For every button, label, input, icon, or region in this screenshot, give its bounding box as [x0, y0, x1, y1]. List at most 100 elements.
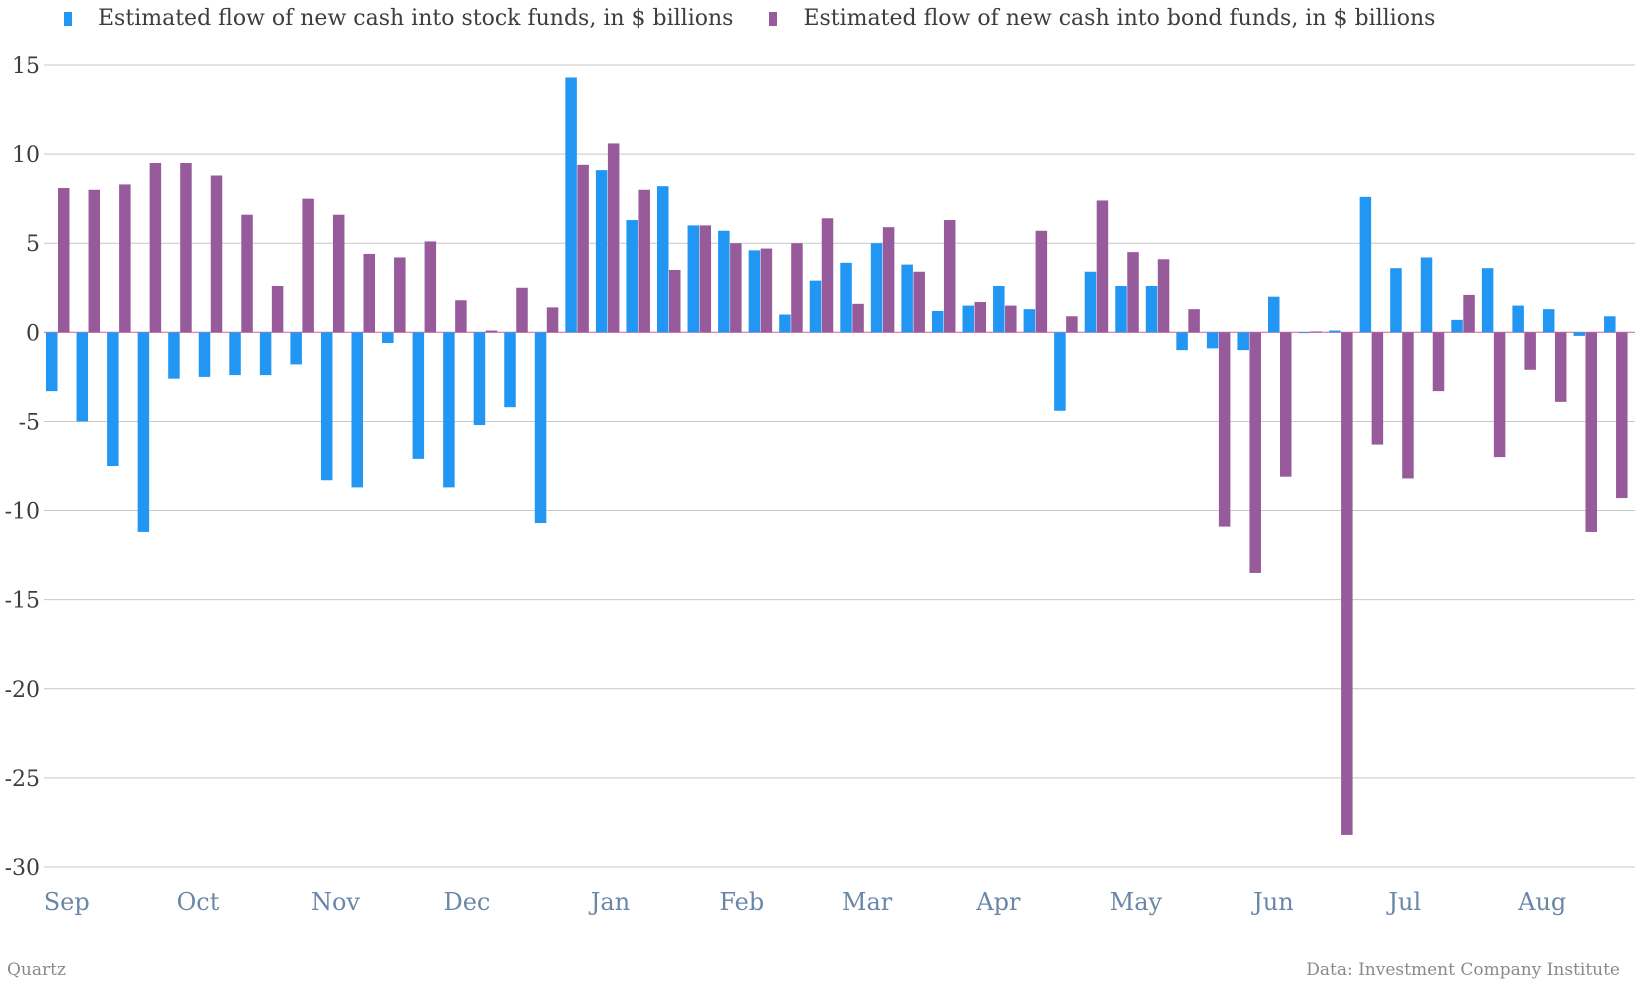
bond-bar-18[interactable]: [607, 143, 620, 333]
stock-bar-12[interactable]: [412, 332, 425, 459]
stock-bar-2[interactable]: [107, 332, 119, 466]
bond-bar-21[interactable]: [699, 225, 712, 333]
bond-bar-2[interactable]: [119, 184, 131, 333]
stock-bar-42[interactable]: [1329, 330, 1341, 333]
stock-bar-44[interactable]: [1390, 268, 1402, 333]
stock-bar-34[interactable]: [1084, 271, 1097, 333]
bond-bar-13[interactable]: [455, 300, 467, 333]
legend-item-bond[interactable]: Estimated flow of new cash into bond fun…: [769, 6, 1435, 31]
bond-bar-38[interactable]: [1218, 332, 1231, 527]
stock-bar-43[interactable]: [1359, 196, 1372, 333]
stock-bar-15[interactable]: [504, 332, 516, 408]
bond-bar-48[interactable]: [1524, 332, 1536, 370]
stock-bar-14[interactable]: [473, 332, 486, 426]
stock-bar-45[interactable]: [1420, 257, 1433, 333]
stock-bar-47[interactable]: [1481, 268, 1494, 333]
bond-bar-22[interactable]: [730, 243, 742, 333]
bond-bar-37[interactable]: [1188, 309, 1200, 333]
stock-bar-38[interactable]: [1206, 332, 1219, 349]
stock-bar-36[interactable]: [1145, 286, 1158, 333]
stock-bar-22[interactable]: [718, 230, 730, 333]
stock-bar-27[interactable]: [870, 243, 883, 333]
stock-bar-48[interactable]: [1512, 305, 1524, 333]
stock-bar-16[interactable]: [534, 332, 547, 524]
stock-bar-11[interactable]: [382, 332, 394, 344]
bond-bar-45[interactable]: [1432, 332, 1445, 392]
bond-bar-7[interactable]: [271, 286, 284, 333]
stock-bar-8[interactable]: [290, 332, 302, 365]
bond-bar-25[interactable]: [821, 218, 834, 333]
stock-bar-26[interactable]: [840, 262, 852, 333]
stock-bar-31[interactable]: [993, 286, 1005, 333]
stock-bar-18[interactable]: [595, 170, 608, 333]
bond-bar-12[interactable]: [424, 241, 437, 333]
legend-item-stock[interactable]: Estimated flow of new cash into stock fu…: [64, 6, 733, 31]
bond-bar-5[interactable]: [210, 175, 223, 333]
bond-bar-44[interactable]: [1402, 332, 1414, 479]
stock-bar-46[interactable]: [1451, 319, 1463, 333]
stock-bar-9[interactable]: [320, 332, 333, 481]
stock-bar-41[interactable]: [1298, 332, 1311, 334]
stock-bar-50[interactable]: [1573, 332, 1586, 336]
stock-bar-4[interactable]: [168, 332, 180, 379]
stock-bar-35[interactable]: [1115, 286, 1127, 333]
stock-bar-33[interactable]: [1054, 332, 1066, 411]
bond-bar-34[interactable]: [1096, 200, 1109, 333]
stock-bar-37[interactable]: [1176, 332, 1188, 351]
bond-bar-41[interactable]: [1310, 331, 1323, 333]
stock-bar-29[interactable]: [931, 310, 944, 333]
bond-bar-8[interactable]: [302, 198, 314, 333]
bond-bar-24[interactable]: [791, 243, 803, 333]
stock-bar-13[interactable]: [443, 332, 455, 488]
bond-bar-11[interactable]: [394, 257, 406, 333]
bond-bar-26[interactable]: [852, 303, 864, 333]
bond-bar-23[interactable]: [760, 248, 773, 333]
bond-bar-17[interactable]: [577, 164, 589, 333]
stock-bar-28[interactable]: [901, 264, 913, 333]
stock-bar-25[interactable]: [809, 280, 822, 333]
bond-bar-50[interactable]: [1585, 332, 1598, 532]
stock-bar-40[interactable]: [1268, 296, 1280, 333]
bond-bar-40[interactable]: [1280, 332, 1292, 477]
stock-bar-1[interactable]: [76, 332, 89, 422]
bond-bar-14[interactable]: [485, 330, 498, 333]
bond-bar-27[interactable]: [882, 227, 895, 333]
stock-bar-0[interactable]: [46, 332, 58, 392]
bond-bar-3[interactable]: [149, 163, 162, 333]
bond-bar-43[interactable]: [1371, 332, 1384, 445]
stock-bar-24[interactable]: [779, 314, 791, 333]
stock-bar-6[interactable]: [229, 332, 241, 376]
bond-bar-33[interactable]: [1066, 316, 1078, 333]
bond-bar-30[interactable]: [974, 302, 987, 333]
bond-bar-16[interactable]: [546, 307, 559, 333]
stock-bar-17[interactable]: [565, 77, 577, 333]
bond-bar-49[interactable]: [1554, 332, 1567, 402]
stock-bar-51[interactable]: [1604, 316, 1616, 333]
bond-bar-20[interactable]: [669, 269, 681, 333]
stock-bar-7[interactable]: [259, 332, 272, 376]
bond-bar-32[interactable]: [1035, 230, 1048, 333]
stock-bar-5[interactable]: [198, 332, 211, 377]
stock-bar-10[interactable]: [351, 332, 364, 488]
bond-bar-28[interactable]: [913, 271, 925, 333]
bond-bar-1[interactable]: [88, 189, 101, 333]
bond-bar-42[interactable]: [1341, 332, 1353, 835]
stock-bar-21[interactable]: [687, 225, 700, 333]
stock-bar-49[interactable]: [1542, 309, 1555, 333]
bond-bar-51[interactable]: [1616, 332, 1628, 499]
bond-bar-19[interactable]: [638, 189, 650, 333]
bond-bar-4[interactable]: [180, 163, 192, 333]
bond-bar-46[interactable]: [1463, 294, 1475, 333]
stock-bar-3[interactable]: [137, 332, 150, 532]
stock-bar-30[interactable]: [962, 305, 975, 333]
bond-bar-15[interactable]: [516, 287, 528, 333]
bond-bar-6[interactable]: [241, 214, 253, 333]
bond-bar-47[interactable]: [1493, 332, 1506, 458]
stock-bar-23[interactable]: [748, 250, 761, 333]
bond-bar-39[interactable]: [1249, 332, 1261, 573]
bond-bar-10[interactable]: [363, 253, 376, 333]
stock-bar-20[interactable]: [657, 186, 669, 333]
bond-bar-36[interactable]: [1157, 259, 1170, 333]
bond-bar-0[interactable]: [58, 187, 70, 333]
bond-bar-31[interactable]: [1005, 305, 1017, 333]
